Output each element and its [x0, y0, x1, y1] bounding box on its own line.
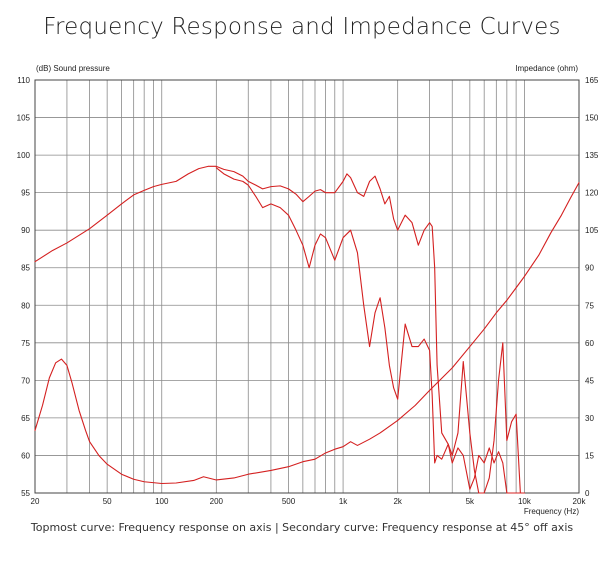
y-right-tick-label: 30 — [585, 414, 594, 423]
plot-frame — [34, 79, 580, 494]
y-right-tick-label: 15 — [585, 451, 594, 460]
x-tick-label: 20k — [573, 497, 587, 506]
y-left-tick-label: 95 — [21, 189, 30, 198]
y-left-tick-label: 65 — [21, 414, 30, 423]
y-left-tick-label: 105 — [17, 114, 31, 123]
y-right-axis-title: Impedance (ohm) — [515, 64, 578, 73]
y-right-tick-label: 150 — [585, 114, 599, 123]
y-right-tick-label: 165 — [585, 76, 599, 85]
y-right-tick-label: 75 — [585, 301, 594, 310]
x-tick-label: 500 — [282, 497, 296, 506]
x-tick-label: 200 — [210, 497, 224, 506]
y-right-tick-label: 60 — [585, 339, 594, 348]
y-left-tick-label: 90 — [21, 226, 30, 235]
y-right-tick-label: 120 — [585, 189, 599, 198]
curve-on-axis-response — [34, 165, 525, 494]
x-axis-title: Frequency (Hz) — [524, 507, 579, 516]
label-layer: 20 50 100 200 500 1k 2k 5k 10k 20k 55 60 65 70 75 80 85 9… — [17, 76, 599, 506]
y-left-tick-label: 80 — [21, 301, 30, 310]
x-tick-label: 20 — [31, 497, 40, 506]
y-left-tick-label: 75 — [21, 339, 30, 348]
y-right-tick-label: 90 — [585, 264, 594, 273]
curve-impedance — [34, 182, 580, 485]
curve-45deg-off-axis-response — [215, 167, 525, 494]
y-left-axis-title: (dB) Sound pressure — [36, 64, 110, 73]
x-tick-label: 5k — [466, 497, 475, 506]
y-right-tick-label: 135 — [585, 151, 599, 160]
y-right-tick-label: 105 — [585, 226, 599, 235]
x-tick-label: 1k — [339, 497, 348, 506]
x-tick-label: 10k — [518, 497, 532, 506]
y-right-tick-label: 0 — [585, 489, 590, 498]
y-left-tick-label: 70 — [21, 376, 30, 385]
y-left-tick-label: 110 — [17, 76, 30, 85]
curve-layer — [34, 165, 580, 494]
y-left-tick-label: 60 — [21, 451, 30, 460]
x-tick-label: 100 — [155, 497, 169, 506]
chart-caption: Topmost curve: Frequency response on axi… — [30, 521, 574, 534]
grid-layer — [35, 80, 579, 493]
y-right-tick-label: 45 — [585, 376, 594, 385]
y-left-tick-label: 100 — [17, 151, 31, 160]
x-tick-label: 50 — [103, 497, 112, 506]
x-tick-label: 2k — [393, 497, 402, 506]
chart-title: Frequency Response and Impedance Curves — [43, 14, 561, 40]
y-left-tick-label: 55 — [21, 489, 30, 498]
y-left-tick-label: 85 — [21, 264, 30, 273]
